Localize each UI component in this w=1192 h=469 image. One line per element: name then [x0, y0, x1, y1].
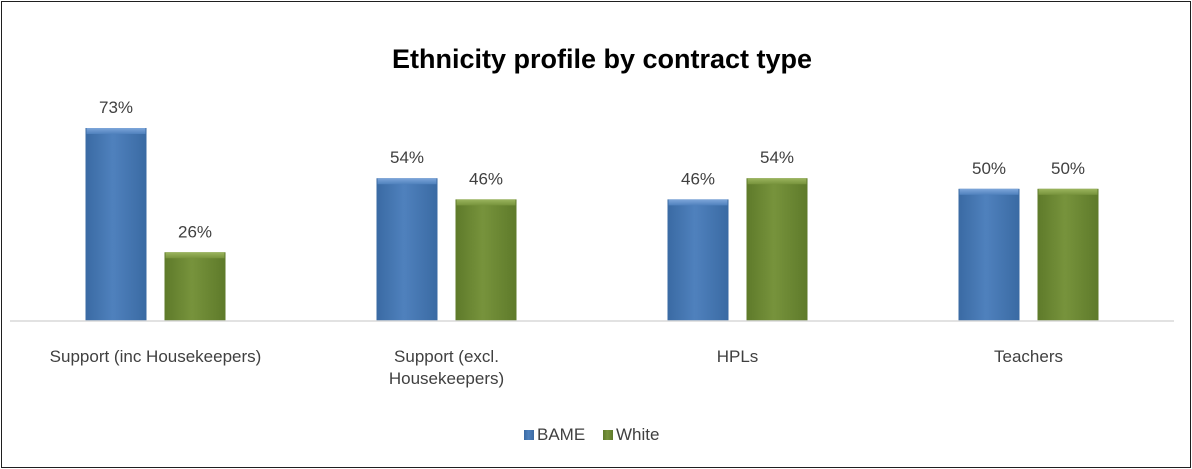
data-label: 50%	[972, 159, 1006, 178]
data-label: 54%	[390, 148, 424, 167]
legend-swatch-white	[603, 430, 613, 440]
category-label: Support (inc Housekeepers)	[50, 347, 262, 366]
data-label: 73%	[99, 98, 133, 117]
bar-bame-3	[958, 188, 1020, 321]
bar-white-1	[455, 199, 517, 321]
data-label: 46%	[469, 169, 503, 188]
legend-label-white: White	[616, 425, 659, 444]
category-label: HPLs	[717, 347, 759, 366]
legend-label-bame: BAME	[537, 425, 585, 444]
data-label: 50%	[1051, 159, 1085, 178]
bars: 73% 26% 54% 46% 46% 54% 50% 50%	[85, 98, 1099, 321]
category-label: Housekeepers)	[389, 369, 504, 388]
legend: BAME White	[524, 425, 659, 444]
bar-bevel	[456, 199, 516, 206]
bar-bevel	[1038, 188, 1098, 195]
chart-title: Ethnicity profile by contract type	[392, 44, 812, 74]
data-label: 54%	[760, 148, 794, 167]
legend-swatch-bame	[524, 430, 534, 440]
bar-bevel	[959, 188, 1019, 195]
bar-bevel	[86, 128, 146, 134]
bar-bevel	[747, 178, 807, 185]
category-labels: Support (inc Housekeepers) Support (excl.…	[50, 347, 1063, 388]
category-label: Teachers	[994, 347, 1063, 366]
bar-bame-1	[376, 178, 438, 321]
bar-white-0	[164, 252, 226, 321]
data-label: 46%	[681, 169, 715, 188]
data-label: 26%	[178, 222, 212, 241]
bar-bame-0	[85, 128, 147, 321]
category-label: Support (excl.	[394, 347, 499, 366]
bar-bevel	[668, 199, 728, 206]
bar-bevel	[377, 178, 437, 185]
bar-bame-2	[667, 199, 729, 321]
bar-white-3	[1037, 188, 1099, 321]
bar-white-2	[746, 178, 808, 321]
bar-bevel	[165, 252, 225, 259]
